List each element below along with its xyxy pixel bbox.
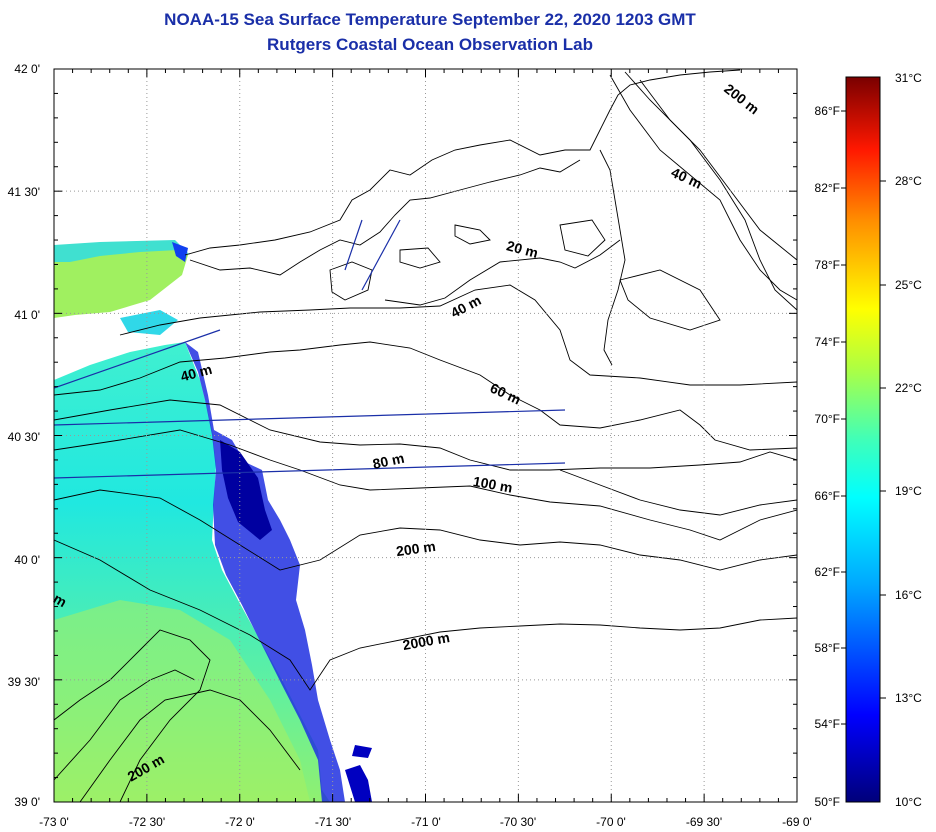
colorbar-fahrenheit-label: 50°F [815, 795, 840, 809]
colorbar-celsius-label: 25°C [895, 278, 922, 292]
isobath-east-1 [559, 469, 797, 516]
cape-cod-coast [599, 149, 626, 366]
colorbar-fahrenheit-label: 86°F [815, 104, 840, 118]
isobath-20m [384, 239, 621, 306]
isobath-east-2 [639, 79, 797, 261]
track-line-3 [54, 329, 221, 389]
coast-detail [189, 159, 581, 276]
isobath-100m [54, 429, 797, 541]
colorbar-fahrenheit-label: 54°F [815, 717, 840, 731]
isobath-sw-2 [54, 669, 196, 781]
depth-label-80m: 80 m [371, 450, 406, 472]
isobath-40m [119, 284, 797, 386]
isobath-200m [54, 489, 797, 571]
sst-lower-gradient [54, 600, 310, 802]
lon-label: -72 30' [129, 815, 165, 829]
colorbar-fahrenheit-label: 82°F [815, 181, 840, 195]
lon-label: -72 0' [225, 815, 255, 829]
lat-label: 41 30' [8, 185, 40, 199]
map-subtitle: Rutgers Coastal Ocean Observation Lab [267, 35, 593, 54]
colorbar-celsius-label: 10°C [895, 795, 922, 809]
lat-label: 42 0' [14, 62, 40, 76]
lon-label: -70 0' [596, 815, 626, 829]
sst-field [54, 240, 372, 802]
lat-label: 39 30' [8, 675, 40, 689]
lat-label: 41 0' [14, 308, 40, 322]
depth-label-40m: 40 m [448, 292, 484, 321]
depth-label-40m-west: 40 m [179, 361, 214, 385]
lat-label: 40 30' [8, 430, 40, 444]
lon-label: -70 30' [500, 815, 536, 829]
depth-label-2000m: 2000 m [401, 629, 451, 653]
isobath-200m-north [624, 71, 797, 311]
colorbar-celsius-label: 31°C [895, 71, 922, 85]
colorbar-fahrenheit-label: 74°F [815, 335, 840, 349]
depth-label-60m: 60 m [488, 380, 524, 408]
lon-label: -71 30' [315, 815, 351, 829]
colorbar-celsius-label: 13°C [895, 691, 922, 705]
depth-label-100m: 100 m [472, 473, 514, 496]
isobath-sw-3 [79, 689, 301, 802]
colorbar-fahrenheit-label: 78°F [815, 258, 840, 272]
axis-labels: -73 0' -72 30' -72 0' -71 30' -71 0' -70… [8, 62, 812, 829]
depth-label-200m: 200 m [395, 538, 437, 559]
track-line-5 [361, 219, 401, 291]
map-title: NOAA-15 Sea Surface Temperature Septembe… [164, 10, 696, 29]
track-line-1 [54, 409, 566, 426]
sst-deep-cold [220, 440, 272, 540]
lat-label: 39 0' [14, 795, 40, 809]
depth-label-200m-ne: 200 m [721, 80, 762, 117]
colorbar-celsius-label: 19°C [895, 484, 922, 498]
sst-scatter-2 [352, 745, 372, 758]
isobath-sw-1 [54, 629, 211, 802]
colorbar-celsius-label: 16°C [895, 588, 922, 602]
lon-label: -69 30' [686, 815, 722, 829]
satellite-tracks [54, 219, 566, 479]
islands [329, 219, 721, 331]
colorbar-gradient [845, 76, 881, 803]
lon-label: -69 0' [782, 815, 812, 829]
track-line-4 [344, 219, 363, 271]
sst-north-patch-edge [54, 240, 190, 262]
depth-label-20m: 20 m [505, 237, 540, 261]
colorbar-fahrenheit-label: 70°F [815, 412, 840, 426]
isobath-2000m [54, 539, 797, 691]
colorbar-fahrenheit-label: 62°F [815, 565, 840, 579]
track-line-2 [54, 462, 566, 479]
lon-label: -73 0' [39, 815, 69, 829]
colorbar-celsius-label: 22°C [895, 381, 922, 395]
lon-label: -71 0' [411, 815, 441, 829]
isobath-80m [54, 399, 797, 471]
colorbar-fahrenheit-label: 58°F [815, 641, 840, 655]
lat-label: 40 0' [14, 553, 40, 567]
isobath-60m [54, 341, 797, 451]
colorbar-fahrenheit-label: 66°F [815, 489, 840, 503]
sst-north-patch [54, 246, 188, 318]
colorbar-celsius-label: 28°C [895, 174, 922, 188]
contours [54, 69, 797, 802]
sst-scatter-1 [345, 765, 372, 802]
isobath-40m-north [609, 74, 797, 301]
sst-patch-blue [172, 242, 188, 262]
axis-ticks [53, 68, 798, 803]
colorbar: 31°C 28°C 25°C 22°C 19°C 16°C 13°C 10°C … [815, 71, 923, 809]
coastline [184, 69, 741, 256]
sst-patch-cyan [120, 310, 178, 335]
depth-label-40m-ne: 40 m [669, 164, 705, 192]
